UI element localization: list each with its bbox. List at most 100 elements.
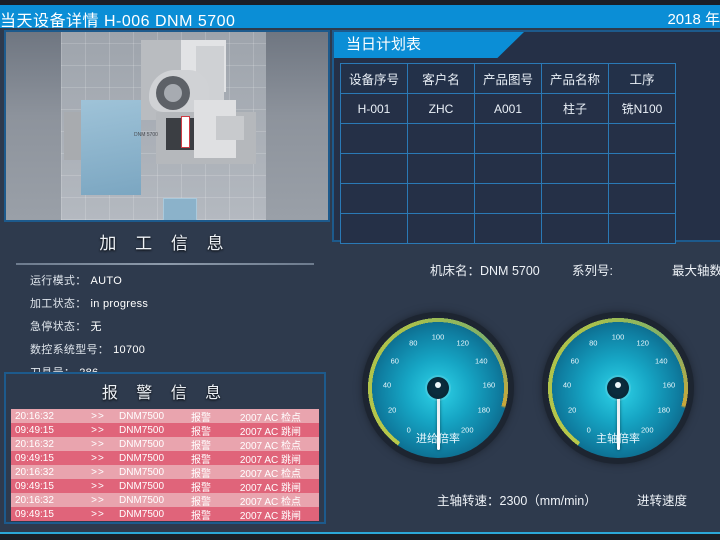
alarm-row[interactable]: 20:16:32 >> DNM7500 报警 2007 AC 检点 [11,409,319,424]
gauge-label: 进给倍率 [416,433,460,445]
alarm-time: 20:16:32 [15,466,54,478]
process-info-row: 数控系统型号： 10700 [30,341,326,357]
table-column-header: 产品图号 [474,63,542,94]
alarm-type: 报警 [191,482,211,494]
gauge-face: 0 20 40 60 80 100 120 140 160 180 200 主轴倍率 [545,315,691,461]
gauge-tick-label: 160 [662,380,676,390]
gauge-label: 主轴倍率 [596,433,640,445]
bottom-accent-line [0,532,720,534]
gauge-tick-label: 80 [589,338,598,348]
daily-plan-tab[interactable]: 当日计划表 [334,32,524,58]
alarm-code: 2007 AC 检点 [239,412,301,424]
table-cell[interactable] [608,213,676,244]
gauge-spindle-override: 0 20 40 60 80 100 120 140 160 180 200 主轴倍率 [545,315,691,461]
page-title: 当天设备详情 H-006 DNM 5700 [0,13,236,30]
table-cell[interactable]: 铣N100 [608,93,676,124]
table-column-header: 工序 [608,63,676,94]
alarm-code: 2007 AC 检点 [239,440,301,452]
table-cell[interactable]: A001 [474,93,542,124]
table-cell[interactable] [340,213,408,244]
process-info-value: in progress [90,298,149,310]
table-cell[interactable] [541,213,609,244]
gauge-tick-label: 100 [611,332,625,342]
machine-name-label: 机床名：DNM 5700 [430,264,540,278]
daily-plan-table[interactable]: 设备序号 客户名 产品图号 产品名称 工序 H-001 ZHC A001 柱子 铣N100 [340,63,676,244]
process-info-row: 加工状态： in progress [30,295,326,311]
alarm-row[interactable]: 09:49:15 >> DNM7500 报警 2007 AC 跳闸 [11,507,319,522]
gauge-tick-label: 180 [657,405,671,415]
top-edge-strip [0,0,720,5]
table-cell[interactable] [407,153,475,184]
table-cell[interactable] [340,183,408,214]
alarm-device: DNM7500 [119,480,165,492]
table-row[interactable]: H-001 ZHC A001 柱子 铣N100 [340,93,676,124]
table-cell[interactable] [541,183,609,214]
machine-preview-panel[interactable]: DNM 5700 [4,30,330,222]
alarm-code: 2007 AC 跳闸 [239,510,301,522]
table-row[interactable] [340,153,676,184]
table-cell[interactable] [608,123,676,154]
table-body[interactable]: H-001 ZHC A001 柱子 铣N100 [340,93,676,244]
gauge-tick-label: 20 [387,405,397,415]
table-row[interactable] [340,123,676,154]
alarm-type: 报警 [191,510,211,522]
alarm-arrow: >> [91,438,105,450]
table-cell[interactable]: ZHC [407,93,475,124]
machine-model-decal: DNM 5700 [134,132,158,138]
alarm-list[interactable]: 20:16:32 >> DNM7500 报警 2007 AC 检点 09:49:15 >> D… [11,409,319,522]
alarm-row[interactable]: 09:49:15 >> DNM7500 报警 2007 AC 跳闸 [11,451,319,466]
table-cell[interactable] [340,123,408,154]
process-info-row: 运行模式： AUTO [30,272,326,288]
table-cell[interactable] [474,123,542,154]
gauge-tick-label: 40 [562,380,572,390]
table-cell[interactable] [340,153,408,184]
alarm-time: 20:16:32 [15,438,54,450]
table-cell[interactable] [608,153,676,184]
alarm-info-panel: 报 警 信 息 20:16:32 >> DNM7500 报警 2007 AC 检点 09:… [4,372,326,524]
alarm-device: DNM7500 [119,508,165,520]
alarm-time: 20:16:32 [15,410,54,422]
table-cell[interactable] [407,213,475,244]
table-cell[interactable]: 柱子 [541,93,609,124]
machine-door [81,100,197,220]
alarm-row[interactable]: 20:16:32 >> DNM7500 报警 2007 AC 检点 [11,437,319,452]
gauge-hub [427,377,449,399]
alarm-row[interactable]: 20:16:32 >> DNM7500 报警 2007 AC 检点 [11,493,319,508]
title-divider [16,263,314,265]
gauge-tick-label: 100 [431,332,445,342]
machine-door-window [163,198,197,220]
readout-row: 主轴转速：2300（mm/min） 进转速度 [332,488,720,510]
process-info-value: AUTO [90,275,123,287]
alarm-device: DNM7500 [119,424,165,436]
table-cell[interactable]: H-001 [340,93,408,124]
machine-3d-render: DNM 5700 [6,32,328,220]
table-cell[interactable] [541,153,609,184]
gauge-tick-label: 120 [456,338,469,348]
table-cell[interactable] [474,183,542,214]
alarm-code: 2007 AC 检点 [239,468,301,480]
process-info-label: 数控系统型号： [30,344,110,356]
alarm-row[interactable]: 20:16:32 >> DNM7500 报警 2007 AC 检点 [11,465,319,480]
table-row[interactable] [340,213,676,244]
table-cell[interactable] [474,153,542,184]
table-cell[interactable] [407,183,475,214]
table-cell[interactable] [474,213,542,244]
table-cell[interactable] [541,123,609,154]
alarm-type: 报警 [191,496,211,508]
alarm-arrow: >> [91,410,105,422]
process-info-title: 加 工 信 息 [99,234,231,253]
alarm-row[interactable]: 09:49:15 >> DNM7500 报警 2007 AC 跳闸 [11,423,319,438]
table-column-header: 产品名称 [541,63,609,94]
alarm-code: 2007 AC 跳闸 [239,454,301,466]
alarm-device: DNM7500 [119,494,165,506]
machine-meta-row: 机床名：DNM 5700 系列号: 最大轴数 [332,258,720,280]
table-row[interactable] [340,183,676,214]
alarm-time: 09:49:15 [15,424,54,436]
alarm-device: DNM7500 [119,466,165,478]
gauge-tick-label: 0 [586,425,591,435]
table-cell[interactable] [608,183,676,214]
process-info-row: 急停状态：无 [30,318,326,334]
alarm-row[interactable]: 09:49:15 >> DNM7500 报警 2007 AC 跳闸 [11,479,319,494]
alarm-code: 2007 AC 跳闸 [239,426,301,438]
table-cell[interactable] [407,123,475,154]
